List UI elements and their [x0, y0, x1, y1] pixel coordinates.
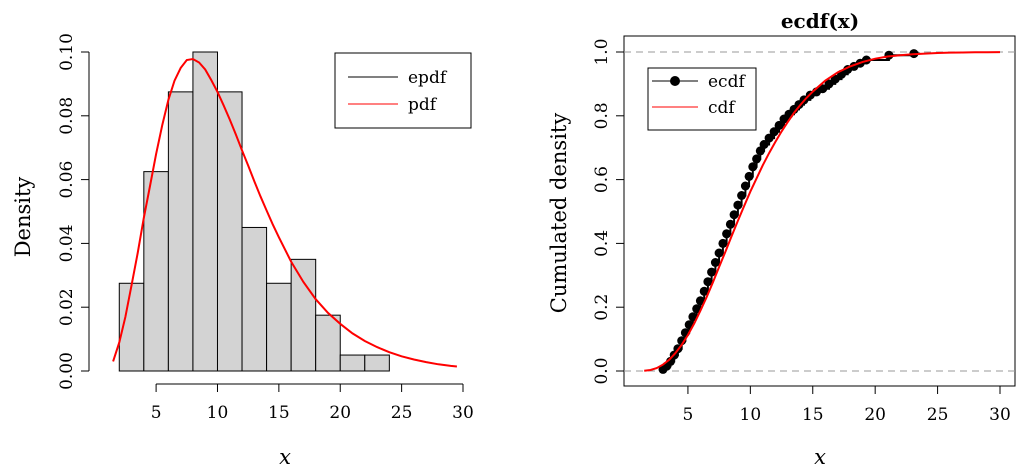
left-x-axis-label: x	[279, 445, 291, 468]
ecdf-point	[818, 84, 828, 94]
histogram-bar	[339, 354, 366, 372]
pdf-curve	[112, 57, 457, 368]
left-x-tick-label: 10	[207, 403, 229, 423]
ecdf-point	[830, 74, 840, 84]
ecdf-point	[774, 120, 784, 130]
right-x-tick-label: 20	[864, 405, 886, 425]
histogram-bar	[167, 91, 194, 372]
right-y-axis: 0.0 0.2 0.4 0.6 0.8 1.0	[592, 38, 624, 385]
left-x-tick-label: 15	[268, 403, 290, 423]
ecdf-point	[699, 286, 709, 296]
ecdf-point	[703, 277, 713, 287]
right-y-tick-label: 0.8	[592, 102, 612, 129]
right-x-axis: 5 10 15 20 25 30	[683, 386, 1011, 425]
histogram-bar	[241, 226, 268, 372]
left-y-tick-label: 0.08	[57, 97, 77, 135]
ecdf-point	[748, 162, 758, 172]
left-y-axis-label: Density	[11, 177, 35, 258]
left-x-tick-label: 5	[151, 403, 162, 423]
histogram-bar	[143, 171, 169, 372]
ecdf-point	[707, 267, 717, 277]
left-x-tick-label: 20	[329, 403, 351, 423]
ecdf-point	[718, 238, 728, 248]
right-x-tick-label: 15	[802, 405, 824, 425]
left-x-tick-label: 25	[391, 403, 413, 423]
ecdf-point	[722, 229, 732, 239]
left-legend: epdf pdf	[334, 52, 472, 129]
histogram-bar	[266, 282, 292, 372]
ecdf-point	[740, 181, 750, 191]
legend-cdf-label: cdf	[708, 98, 736, 118]
ecdf-point	[714, 248, 724, 258]
histogram-panel: 0.00 0.02 0.04 0.06 0.08 0.10 5 10 15 20 25 30 Den…	[11, 33, 474, 469]
ecdf-point	[759, 140, 769, 149]
histogram-bar	[216, 91, 243, 372]
left-y-tick-label: 0.00	[57, 352, 77, 390]
right-y-axis-label: Cumulated density	[547, 113, 571, 314]
ecdf-panel: 0.0 0.2 0.4 0.6 0.8 1.0 5 10 15 20 25 30 ecdf(x) C…	[547, 9, 1016, 469]
right-y-tick-label: 0.6	[592, 166, 612, 193]
ecdf-point	[769, 127, 779, 137]
ecdf-point	[688, 312, 698, 322]
ecdf-point	[710, 258, 720, 267]
ecdf-point	[692, 304, 702, 314]
right-plot-box	[623, 35, 1016, 387]
ecdf-point	[752, 154, 762, 164]
left-x-tick-label: 30	[452, 403, 474, 423]
histogram-bars	[118, 51, 390, 372]
ecdf-point	[737, 191, 747, 200]
right-x-tick-label: 5	[683, 405, 694, 425]
left-y-tick-label: 0.04	[57, 224, 77, 262]
cdf-curve	[644, 51, 1001, 372]
right-y-tick-label: 0.2	[592, 294, 612, 321]
ecdf-point	[725, 219, 735, 229]
right-chart-title: ecdf(x)	[781, 9, 859, 33]
ecdf-point	[695, 296, 705, 306]
left-y-axis: 0.00 0.02 0.04 0.06 0.08 0.10	[57, 33, 90, 390]
histogram-bar	[315, 314, 341, 372]
right-y-tick-label: 0.0	[592, 357, 612, 384]
left-x-axis: 5 10 15 20 25 30	[151, 383, 474, 423]
ecdf-point	[824, 79, 834, 89]
right-y-tick-label: 0.4	[592, 230, 612, 257]
ecdf-point	[729, 210, 739, 220]
left-y-tick-label: 0.06	[57, 161, 77, 199]
legend-epdf-label: epdf	[408, 68, 448, 88]
right-x-tick-label: 10	[740, 405, 762, 425]
histogram-bar	[364, 354, 390, 372]
right-x-tick-label: 25	[927, 405, 949, 425]
histogram-bar	[290, 258, 317, 372]
left-y-tick-label: 0.10	[57, 33, 77, 71]
ecdf-point	[733, 200, 743, 210]
ecdf-point	[764, 133, 774, 143]
right-legend: ecdf cdf	[647, 67, 757, 131]
left-legend-box	[334, 52, 472, 129]
right-x-tick-label: 30	[989, 405, 1011, 425]
right-legend-box	[647, 67, 757, 131]
legend-ecdf-label: ecdf	[708, 72, 746, 92]
ecdf-points	[658, 49, 919, 374]
right-x-axis-label: x	[814, 445, 826, 468]
legend-pdf-label: pdf	[408, 95, 438, 115]
histogram-bar	[192, 51, 218, 372]
left-y-tick-label: 0.02	[57, 288, 77, 326]
ecdf-point	[744, 171, 754, 181]
legend-ecdf-marker	[670, 76, 680, 86]
right-y-tick-label: 1.0	[592, 38, 612, 65]
